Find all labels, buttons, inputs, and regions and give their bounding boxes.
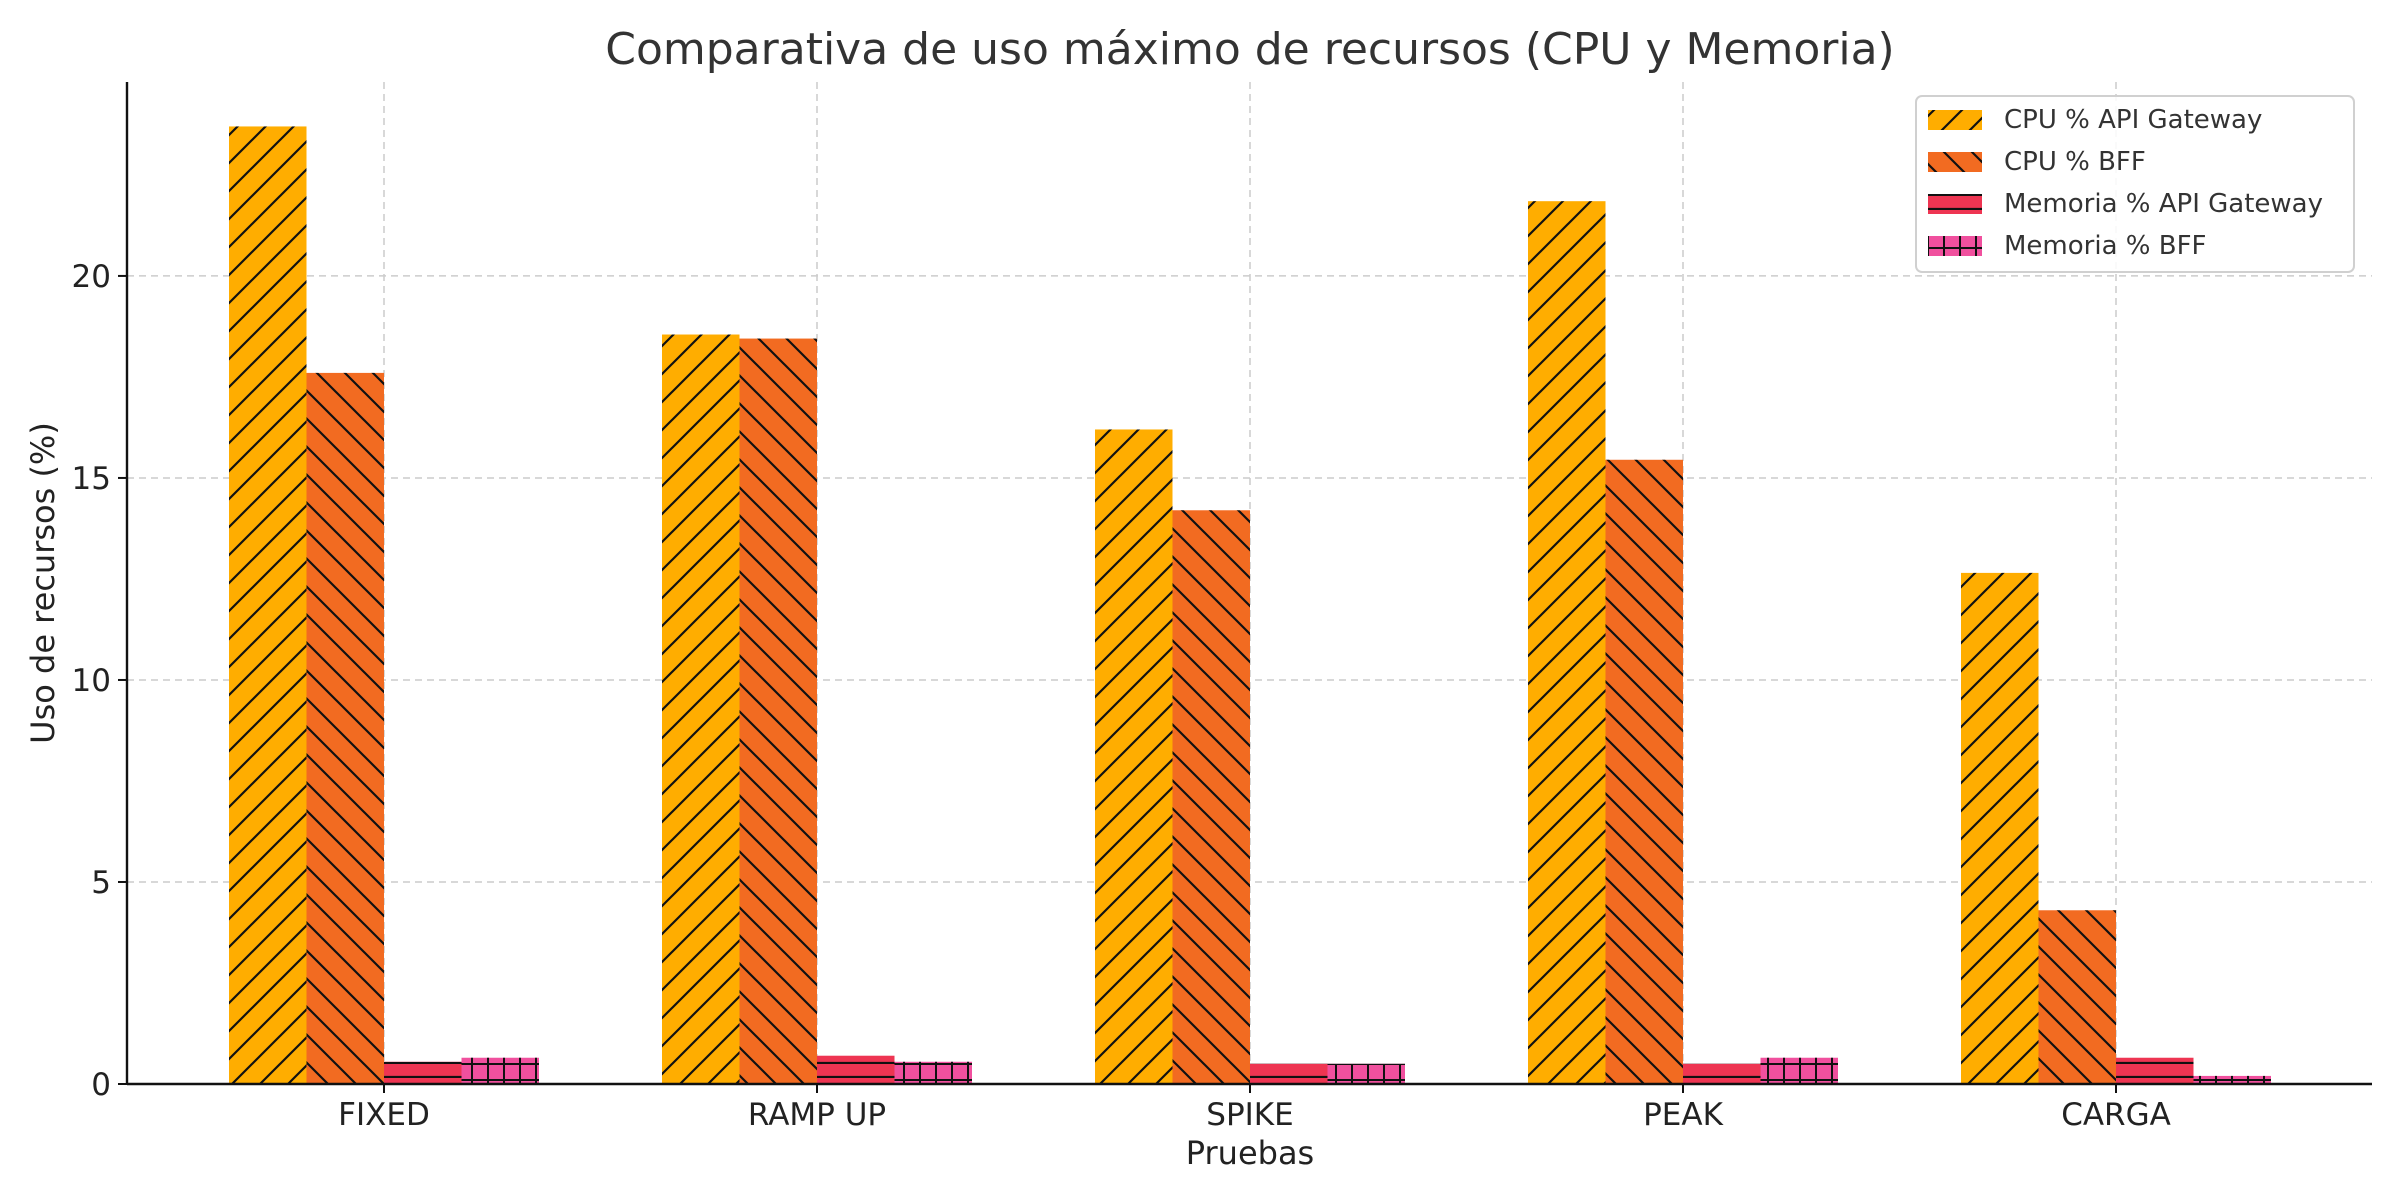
legend-swatch-hatch — [1928, 110, 1982, 130]
bar-hatch — [662, 334, 740, 1085]
y-tick-label: 0 — [91, 1067, 111, 1103]
y-tick-label: 5 — [91, 865, 111, 901]
bar-hatch — [1605, 459, 1683, 1085]
legend-item: Memoria % BFF — [1928, 231, 2207, 261]
legend-swatch-hatch — [1928, 194, 1982, 214]
bar-hatch — [2038, 910, 2116, 1084]
axes — [118, 82, 2372, 1093]
bar-hatch — [1250, 1063, 1328, 1084]
legend: CPU % API Gateway CPU % BFF Memoria % API … — [1915, 95, 2355, 273]
x-tick-label: SPIKE — [1206, 1097, 1293, 1133]
bar-hatch — [1095, 429, 1173, 1084]
legend-frame — [1915, 95, 2355, 273]
x-tick-label: PEAK — [1643, 1097, 1723, 1133]
y-tick-label: 15 — [72, 461, 111, 497]
bar-hatch — [384, 1061, 462, 1084]
bar-hatch — [1760, 1057, 1838, 1084]
legend-label: Memoria % BFF — [2004, 231, 2207, 261]
bar-hatch — [1683, 1063, 1761, 1084]
bar-hatch — [229, 126, 307, 1085]
legend-swatch-hatch — [1928, 236, 1982, 256]
y-tick-label: 20 — [72, 259, 111, 295]
bar-hatch — [2193, 1075, 2271, 1084]
legend-item: CPU % BFF — [1928, 147, 2146, 177]
x-axis-label: Pruebas — [1186, 1134, 1314, 1172]
bars — [229, 126, 2271, 1085]
bar-hatch — [739, 338, 817, 1084]
x-tick-label: FIXED — [338, 1097, 430, 1133]
bar-hatch — [1528, 201, 1606, 1084]
legend-label: Memoria % API Gateway — [2004, 189, 2323, 219]
chart-title: Comparativa de uso máximo de recursos (C… — [605, 24, 1894, 75]
y-axis-label: Uso de recursos (%) — [24, 422, 62, 744]
bar-hatch — [1961, 572, 2039, 1084]
legend-item: CPU % API Gateway — [1928, 105, 2262, 135]
bar-hatch — [817, 1055, 895, 1084]
bar-hatch — [1172, 510, 1250, 1085]
legend-label: CPU % BFF — [2004, 147, 2146, 177]
bar-hatch — [461, 1057, 539, 1084]
y-tick-label: 10 — [72, 663, 111, 699]
legend-label: CPU % API Gateway — [2004, 105, 2262, 135]
x-tick-label: RAMP UP — [748, 1097, 886, 1133]
tick-labels: 0 5 10 15 20 FIXED RAMP UP SPIKE PEAK CARGA — [72, 259, 2171, 1133]
bar-hatch — [894, 1061, 972, 1084]
bar-hatch — [306, 372, 384, 1085]
x-tick-label: CARGA — [2061, 1097, 2171, 1133]
legend-swatch-hatch — [1928, 152, 1982, 172]
legend-item: Memoria % API Gateway — [1928, 189, 2323, 219]
bar-hatch — [2116, 1057, 2194, 1084]
bar-hatch — [1327, 1063, 1405, 1084]
